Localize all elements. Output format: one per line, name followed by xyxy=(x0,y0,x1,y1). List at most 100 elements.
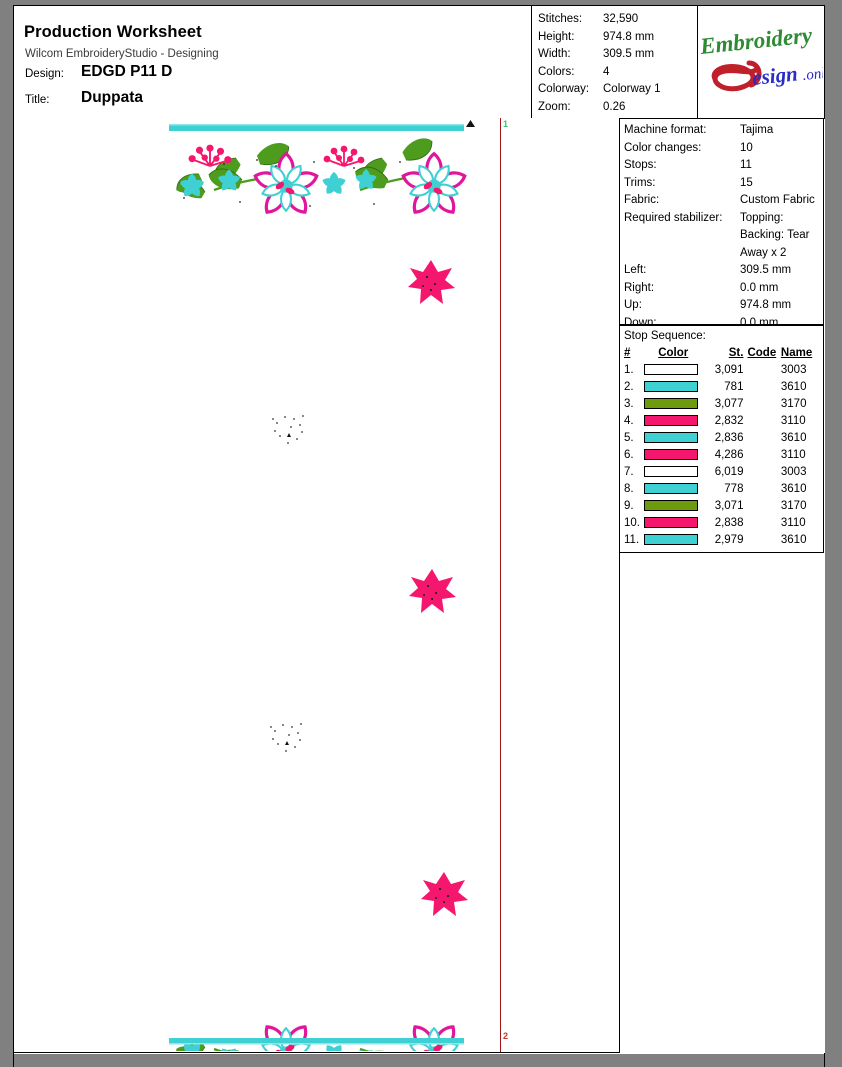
table-row[interactable]: 4. 2,832 3110 xyxy=(624,412,820,429)
stat-row: Colors: 4 xyxy=(538,64,693,82)
color-swatch-cell xyxy=(643,429,703,446)
page-footer xyxy=(13,1053,825,1067)
stop-code xyxy=(747,395,780,412)
info-key: Stops: xyxy=(624,159,657,171)
color-swatch-cell xyxy=(643,412,703,429)
embroidery-design-online-logo-icon: Embroidery esign .online xyxy=(699,23,823,92)
stat-value: 0.26 xyxy=(603,100,626,113)
info-key: Trims: xyxy=(624,176,656,189)
color-swatch-cell xyxy=(643,480,703,497)
stat-row: Width: 309.5 mm xyxy=(538,46,693,64)
info-row: Color changes: 10 xyxy=(624,140,823,158)
stop-code xyxy=(747,429,780,446)
thread-color-swatch xyxy=(643,449,698,460)
middle-motifs xyxy=(270,260,468,916)
axis-marker-bottom: 2 xyxy=(503,1031,509,1041)
stat-value: 4 xyxy=(603,65,610,78)
info-value: Away x 2 xyxy=(740,246,787,259)
stop-name: 3610 xyxy=(780,380,807,393)
thread-color-swatch xyxy=(643,466,698,477)
info-row: Backing: Tear xyxy=(624,227,823,245)
info-key: Color changes: xyxy=(624,141,702,154)
info-value: 309.5 mm xyxy=(740,264,792,276)
vertical-axis-line xyxy=(500,118,501,1052)
stop-num: 8. xyxy=(624,482,634,495)
info-row: Right: 0.0 mm xyxy=(624,280,823,298)
info-key: Required stabilizer: xyxy=(624,211,723,224)
stop-name: 3003 xyxy=(780,363,807,376)
stop-stitches: 3,077 xyxy=(714,397,744,410)
color-swatch-cell xyxy=(643,497,703,514)
stop-code xyxy=(747,361,780,378)
stop-name: 3170 xyxy=(780,499,807,512)
stop-name: 3003 xyxy=(780,465,807,478)
stop-num: 6. xyxy=(624,448,634,461)
info-row: Up: 974.8 mm xyxy=(624,297,823,315)
stop-name: 3610 xyxy=(780,482,807,495)
table-row[interactable]: 11. 2,979 3610 xyxy=(624,531,820,548)
col-header-num: # xyxy=(624,347,631,359)
thread-color-swatch xyxy=(643,364,698,375)
stop-code xyxy=(747,446,780,463)
stop-num: 7. xyxy=(624,465,634,478)
thread-color-swatch xyxy=(643,415,698,426)
color-swatch-cell xyxy=(643,463,703,480)
stop-stitches: 3,071 xyxy=(714,499,744,512)
header-title-cell: Production Worksheet Wilcom EmbroiderySt… xyxy=(14,6,531,118)
header-divider-1 xyxy=(531,6,532,118)
info-value: 0.0 mm xyxy=(740,281,779,294)
info-row: Trims: 15 xyxy=(624,175,823,193)
table-row[interactable]: 5. 2,836 3610 xyxy=(624,429,820,446)
stop-name: 3610 xyxy=(780,431,807,444)
info-key: Fabric: xyxy=(624,194,660,206)
info-key: Machine format: xyxy=(624,124,707,136)
table-row[interactable]: 10. 2,838 3110 xyxy=(624,514,820,531)
col-header-st: St. xyxy=(728,347,744,359)
table-row[interactable]: 9. 3,071 3170 xyxy=(624,497,820,514)
stat-key: Colors: xyxy=(538,65,575,78)
brand-logo: Embroidery esign .online xyxy=(697,6,825,118)
stop-sequence-table: # Color St. Code Name 1. 3,091 3003 2. 781 36… xyxy=(624,345,820,548)
table-row[interactable]: 2. 781 3610 xyxy=(624,378,820,395)
design-canvas[interactable] xyxy=(13,118,493,1053)
stat-row: Height: 974.8 mm xyxy=(538,29,693,47)
table-row[interactable]: 8. 778 3610 xyxy=(624,480,820,497)
design-gutter: 1 2 xyxy=(492,118,620,1053)
stop-num: 4. xyxy=(624,414,634,427)
stat-value: 309.5 mm xyxy=(603,48,655,61)
info-value: Tajima xyxy=(740,124,774,136)
color-swatch-cell xyxy=(643,446,703,463)
thread-color-swatch xyxy=(643,534,698,545)
table-row[interactable]: 1. 3,091 3003 xyxy=(624,361,820,378)
stop-name: 3110 xyxy=(780,448,806,461)
machine-info-panel: Machine format: Tajima Color changes: 10 Sto… xyxy=(619,118,824,329)
table-row[interactable]: 6. 4,286 3110 xyxy=(624,446,820,463)
stop-stitches: 2,832 xyxy=(714,414,744,427)
info-value: 974.8 mm xyxy=(740,299,792,311)
info-value: 10 xyxy=(740,141,753,154)
thread-color-swatch xyxy=(643,500,698,511)
stop-num: 10. xyxy=(624,516,640,529)
header-divider-2 xyxy=(697,6,698,118)
svg-text:.online: .online xyxy=(802,64,823,84)
embroidery-design-artwork xyxy=(169,120,475,1052)
table-row[interactable]: 7. 6,019 3003 xyxy=(624,463,820,480)
stop-num: 5. xyxy=(624,431,634,444)
info-value: 11 xyxy=(740,159,752,171)
color-swatch-cell xyxy=(643,378,703,395)
stat-value: 32,590 xyxy=(603,13,639,25)
stop-name: 3610 xyxy=(780,533,807,546)
stop-sequence-header-row: # Color St. Code Name xyxy=(624,345,820,361)
stop-code xyxy=(747,463,780,480)
stop-sequence-panel: Stop Sequence: # Color St. Code Name 1. 3… xyxy=(619,325,824,553)
design-label: Design: xyxy=(25,68,64,80)
col-header-code: Code xyxy=(747,347,777,359)
stop-code xyxy=(747,378,780,395)
stop-num: 11. xyxy=(624,533,640,546)
stat-key: Colorway: xyxy=(538,83,590,96)
svg-text:esign: esign xyxy=(751,61,799,90)
stop-sequence-title: Stop Sequence: xyxy=(624,330,706,342)
table-row[interactable]: 3. 3,077 3170 xyxy=(624,395,820,412)
stop-stitches: 3,091 xyxy=(714,363,744,376)
worksheet-page: Production Worksheet Wilcom EmbroiderySt… xyxy=(13,5,825,1067)
